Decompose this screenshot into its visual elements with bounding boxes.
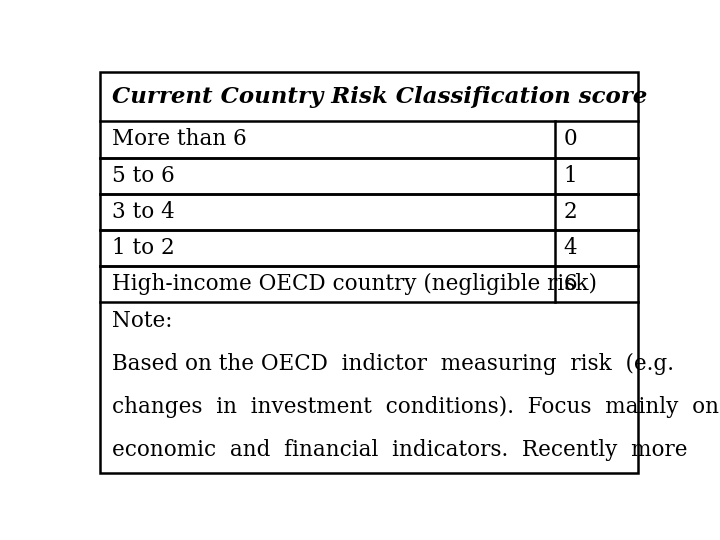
Text: economic  and  financial  indicators.  Recently  more: economic and financial indicators. Recen… — [112, 438, 688, 461]
Text: 3 to 4: 3 to 4 — [112, 201, 175, 223]
Text: 2: 2 — [563, 201, 577, 223]
Text: 1 to 2: 1 to 2 — [112, 237, 175, 259]
Text: Based on the OECD  indictor  measuring  risk  (e.g.: Based on the OECD indictor measuring ris… — [112, 353, 675, 375]
Text: Note:: Note: — [112, 310, 173, 333]
Text: More than 6: More than 6 — [112, 129, 247, 151]
Text: 0: 0 — [563, 129, 577, 151]
Text: High-income OECD country (negligible risk): High-income OECD country (negligible ris… — [112, 273, 598, 295]
Text: changes  in  investment  conditions).  Focus  mainly  on: changes in investment conditions). Focus… — [112, 396, 719, 418]
Text: 4: 4 — [563, 237, 577, 259]
Text: 1: 1 — [563, 165, 577, 187]
Text: Current Country Risk Classification score: Current Country Risk Classification scor… — [112, 86, 647, 108]
Text: 6: 6 — [563, 273, 577, 295]
Text: 5 to 6: 5 to 6 — [112, 165, 175, 187]
